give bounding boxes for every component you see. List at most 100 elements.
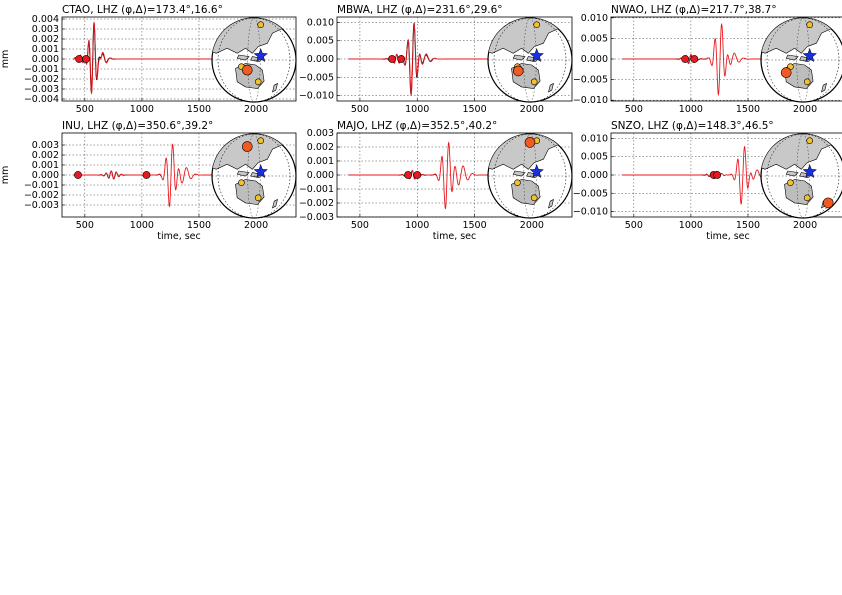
panel-title: INU, LHZ (φ,Δ)=350.6°,39.2° xyxy=(62,120,213,132)
station-marker-icon xyxy=(241,141,253,152)
y-tick-label: −0.003 xyxy=(299,212,334,223)
y-tick-label: 0.003 xyxy=(32,140,59,151)
window-marker xyxy=(690,55,699,63)
x-tick-label: 1000 xyxy=(130,104,154,115)
other-station-icon xyxy=(530,78,538,86)
x-tick-label: 1500 xyxy=(462,104,486,115)
graticule-line xyxy=(523,18,537,102)
panel-title: MAJO, LHZ (φ,Δ)=352.5°,40.2° xyxy=(337,120,497,132)
graticule-line xyxy=(247,18,261,102)
other-station-icon xyxy=(514,179,521,187)
y-tick-label: −0.003 xyxy=(24,200,59,211)
new-zealand-landmass xyxy=(272,198,278,209)
other-station-icon xyxy=(238,179,245,187)
y-tick-label: −0.001 xyxy=(24,64,59,75)
x-axis-label: time, sec xyxy=(706,231,750,242)
y-tick-label: −0.001 xyxy=(24,180,59,191)
x-tick-label: 2000 xyxy=(793,104,817,115)
y-tick-label: 0.005 xyxy=(307,36,334,47)
y-tick-label: −0.005 xyxy=(299,72,334,83)
graticule-line xyxy=(247,134,261,218)
y-tick-label: 0.003 xyxy=(307,128,334,139)
station-marker-icon xyxy=(512,65,524,77)
y-tick-label: 0.005 xyxy=(581,33,608,44)
y-tick-label: −0.002 xyxy=(299,198,334,209)
x-tick-label: 1000 xyxy=(130,220,154,231)
other-station-icon xyxy=(806,137,814,145)
x-tick-label: 2000 xyxy=(520,220,544,231)
y-tick-label: 0.000 xyxy=(581,54,608,65)
x-tick-label: 1000 xyxy=(405,220,429,231)
new-zealand-landmass xyxy=(548,198,554,209)
y-tick-label: −0.002 xyxy=(24,74,59,85)
y-tick-label: 0.001 xyxy=(32,44,59,55)
x-tick-label: 500 xyxy=(625,220,643,231)
window-marker xyxy=(713,171,722,179)
x-tick-label: 500 xyxy=(351,104,369,115)
y-tick-label: 0.010 xyxy=(581,133,608,144)
panel-snzo: 500 1000 1500 2000 0.010 0.005 0.000 −0.005 −0.0… xyxy=(573,120,842,242)
y-tick-label: 0.002 xyxy=(307,142,334,153)
island-shape xyxy=(785,170,799,177)
other-station-icon xyxy=(254,78,262,86)
window-marker xyxy=(82,55,90,63)
y-tick-label: −0.004 xyxy=(24,94,59,105)
panel-title: MBWA, LHZ (φ,Δ)=231.6°,29.6° xyxy=(337,4,503,16)
x-tick-label: 1000 xyxy=(679,104,703,115)
plot-frame xyxy=(610,132,842,218)
event-star-icon xyxy=(529,48,545,63)
station-marker-icon xyxy=(241,64,253,76)
y-tick-label: 0.005 xyxy=(581,152,608,163)
x-tick-label: 1000 xyxy=(679,220,703,231)
island-shape xyxy=(785,54,799,61)
panel-title: CTAO, LHZ (φ,Δ)=173.4°,16.6° xyxy=(62,4,223,16)
y-tick-label: −0.001 xyxy=(299,184,334,195)
y-tick-label: −0.010 xyxy=(299,91,334,102)
station-marker-icon xyxy=(524,137,536,148)
x-tick-label: 1500 xyxy=(187,220,211,231)
other-station-icon xyxy=(257,21,265,29)
island-shape xyxy=(512,54,526,61)
y-tick-label: −0.010 xyxy=(573,207,608,218)
x-tick-label: 500 xyxy=(76,104,94,115)
window-marker xyxy=(74,171,82,179)
island-shape xyxy=(512,170,526,177)
y-tick-label: −0.010 xyxy=(573,95,608,106)
y-tick-label: 0.010 xyxy=(581,13,608,24)
panel-nwao: 500 1000 1500 2000 0.010 0.005 0.000 −0.005 −0.0… xyxy=(573,4,842,115)
panel-inu: 500 1000 1500 20000.0030.0020.0010.000−0.00… xyxy=(0,120,297,242)
window-marker xyxy=(75,55,84,63)
panel-title: NWAO, LHZ (φ,Δ)=217.7°,38.7° xyxy=(611,4,777,16)
new-zealand-landmass xyxy=(548,82,554,93)
y-tick-label: 0.002 xyxy=(32,150,59,161)
other-station-icon xyxy=(806,21,814,29)
x-tick-label: 1500 xyxy=(736,220,760,231)
y-tick-label: 0.010 xyxy=(307,17,334,28)
event-star-icon xyxy=(802,48,818,63)
y-tick-label: 0.002 xyxy=(32,34,59,45)
window-marker xyxy=(404,171,412,179)
y-tick-label: 0.000 xyxy=(307,170,334,181)
other-station-icon xyxy=(257,137,265,145)
station-marker-icon xyxy=(780,67,792,78)
new-zealand-landmass xyxy=(272,82,278,93)
y-tick-label: −0.002 xyxy=(24,190,59,201)
y-axis-label: mm xyxy=(0,166,11,185)
other-station-icon xyxy=(533,21,541,29)
x-tick-label: 500 xyxy=(76,220,94,231)
y-tick-label: −0.005 xyxy=(573,188,608,199)
x-axis-label: time, sec xyxy=(433,231,477,242)
y-tick-label: 0.003 xyxy=(32,24,59,35)
x-tick-label: 1500 xyxy=(736,104,760,115)
y-tick-label: 0.001 xyxy=(32,160,59,171)
x-tick-label: 2000 xyxy=(244,104,268,115)
y-tick-label: 0.000 xyxy=(32,54,59,65)
x-tick-label: 1000 xyxy=(405,104,429,115)
graticule-line xyxy=(796,18,810,102)
window-marker xyxy=(413,171,422,179)
station-marker-icon xyxy=(822,197,834,209)
event-star-icon xyxy=(802,164,818,179)
graticule-line xyxy=(523,134,537,218)
y-tick-label: 0.000 xyxy=(32,170,59,181)
